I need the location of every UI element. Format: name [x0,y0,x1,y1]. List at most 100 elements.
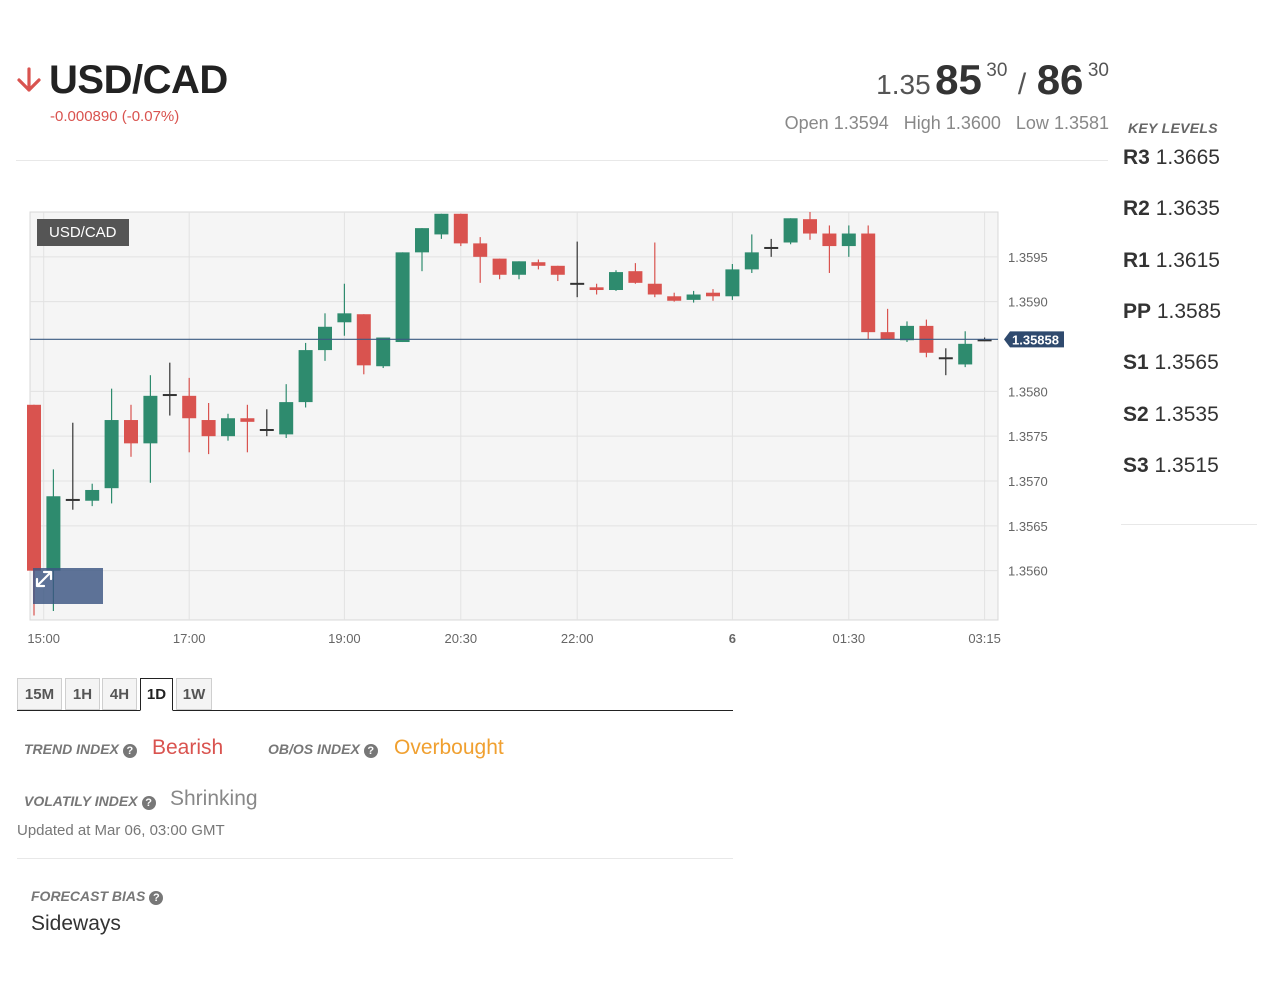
question-circle-icon[interactable]: ? [122,744,137,758]
question-circle-icon[interactable]: ? [363,744,378,758]
key-levels-title: KEY LEVELS [1128,120,1218,136]
candle-body [880,332,895,340]
high-label: High [903,113,941,133]
open-high-low: Open 1.3594 High 1.3600 Low 1.3581 [775,113,1109,134]
bid-fraction: 30 [986,60,1008,81]
candle-body [337,313,352,323]
candle-body [647,283,662,295]
key-level-s2: S2 1.3535 [1123,403,1219,427]
candle-body [628,271,643,283]
candle-body [977,339,992,342]
candle-body [453,213,468,244]
volatility-index-value: Shrinking [170,787,258,810]
key-level-r2: R2 1.3635 [1123,197,1220,221]
y-tick-label: 1.3560 [1008,564,1048,579]
candle-body [415,228,429,253]
key-level-value: 1.3585 [1156,300,1222,323]
candle-body [395,252,410,343]
candle-body [492,258,507,275]
low-value: 1.3581 [1053,113,1109,133]
trend-index-label: TREND INDEX? [24,741,137,758]
key-level-value: 1.3615 [1155,249,1220,272]
down-arrow-icon [17,67,41,92]
x-tick-label: 19:00 [328,631,361,646]
question-circle-icon[interactable]: ? [141,796,156,810]
candle-body [85,489,100,501]
key-level-s3: S3 1.3515 [1123,454,1219,478]
chart-symbol-tag: USD/CAD [37,219,129,246]
candle-body [143,395,158,444]
forecast-bias-value: Sideways [31,912,121,935]
tab-1w[interactable]: 1W [176,678,212,710]
quote-separator: / [1017,68,1027,101]
updated-timestamp: Updated at Mar 06, 03:00 GMT [17,822,225,839]
x-tick-label: 20:30 [445,631,478,646]
volatility-index-label: VOLATILY INDEX? [24,793,156,810]
y-tick-label: 1.3580 [1008,384,1048,399]
question-circle-icon[interactable]: ? [149,891,164,905]
candle-body [589,287,604,291]
key-level-r1: R1 1.3615 [1123,249,1220,273]
candle-body [667,296,682,301]
open-label: Open [784,113,829,133]
open-value: 1.3594 [833,113,889,133]
candle-body [803,219,817,234]
tab-1h[interactable]: 1H [65,678,100,710]
candle-body [104,420,119,489]
y-tick-label: 1.3565 [1008,519,1048,534]
candle-body [46,496,61,571]
low-label: Low [1015,113,1049,133]
candle-body [570,282,585,285]
x-tick-label: 6 [729,631,736,646]
candle-body [512,261,526,275]
y-tick-label: 1.3570 [1008,474,1048,489]
candle-body [744,252,759,270]
key-level-pp: PP 1.3585 [1123,300,1221,324]
trend-index-value: Bearish [152,736,224,759]
high-stat: High 1.3600 [904,113,1001,133]
key-levels-panel: KEY LEVELS R3 1.3665 R2 1.3635 R1 1.3615… [1121,120,1257,525]
candlestick-chart[interactable]: 1.3595 1.3590 1.3580 1.3575 1.3570 1.3565 1.35… [16,200,1076,660]
candle-body [706,292,720,297]
key-level-label: S2 [1123,403,1149,426]
tab-4h[interactable]: 4H [102,678,137,710]
candle-body [473,243,488,257]
obos-index-value: Overbought [394,736,504,759]
candle-body [841,233,856,247]
section-divider [17,858,733,859]
ask-fraction: 30 [1087,60,1109,81]
volatility-index-text: VOLATILY INDEX [24,793,138,809]
candle-body [958,343,973,365]
candle-body [861,233,876,333]
candle-body [609,272,623,291]
candle-body [259,429,274,432]
ask-pips: 86 [1036,56,1084,103]
candle-body [162,394,177,397]
key-level-value: 1.3535 [1154,403,1219,426]
key-levels-divider [1121,524,1257,525]
key-level-label: S1 [1123,351,1149,374]
y-tick-label: 1.3575 [1008,429,1048,444]
obos-index-text: OB/OS INDEX [268,741,360,757]
tab-1d[interactable]: 1D [140,678,173,711]
tab-15m[interactable]: 15M [17,678,62,710]
candle-body [65,498,80,501]
candle-body [298,350,313,403]
expand-chart-button[interactable] [33,568,103,604]
open-stat: Open 1.3594 [785,113,889,133]
key-level-label: PP [1123,300,1152,323]
obos-index-label: OB/OS INDEX? [268,741,378,758]
price-change: -0.000890 (-0.07%) [50,108,180,125]
candle-body [686,294,701,300]
header-divider [16,160,1108,161]
bid-pips: 85 [935,56,982,103]
forecast-bias-label: FORECAST BIAS? [31,888,164,905]
candle-body [938,357,953,360]
candle-body [201,420,216,437]
key-level-label: R2 [1123,197,1150,220]
candle-body [279,402,294,435]
key-level-value: 1.3515 [1154,454,1219,477]
candle-body [434,213,449,235]
key-level-r3: R3 1.3665 [1123,146,1220,170]
pair-title: USD/CAD [49,58,228,102]
